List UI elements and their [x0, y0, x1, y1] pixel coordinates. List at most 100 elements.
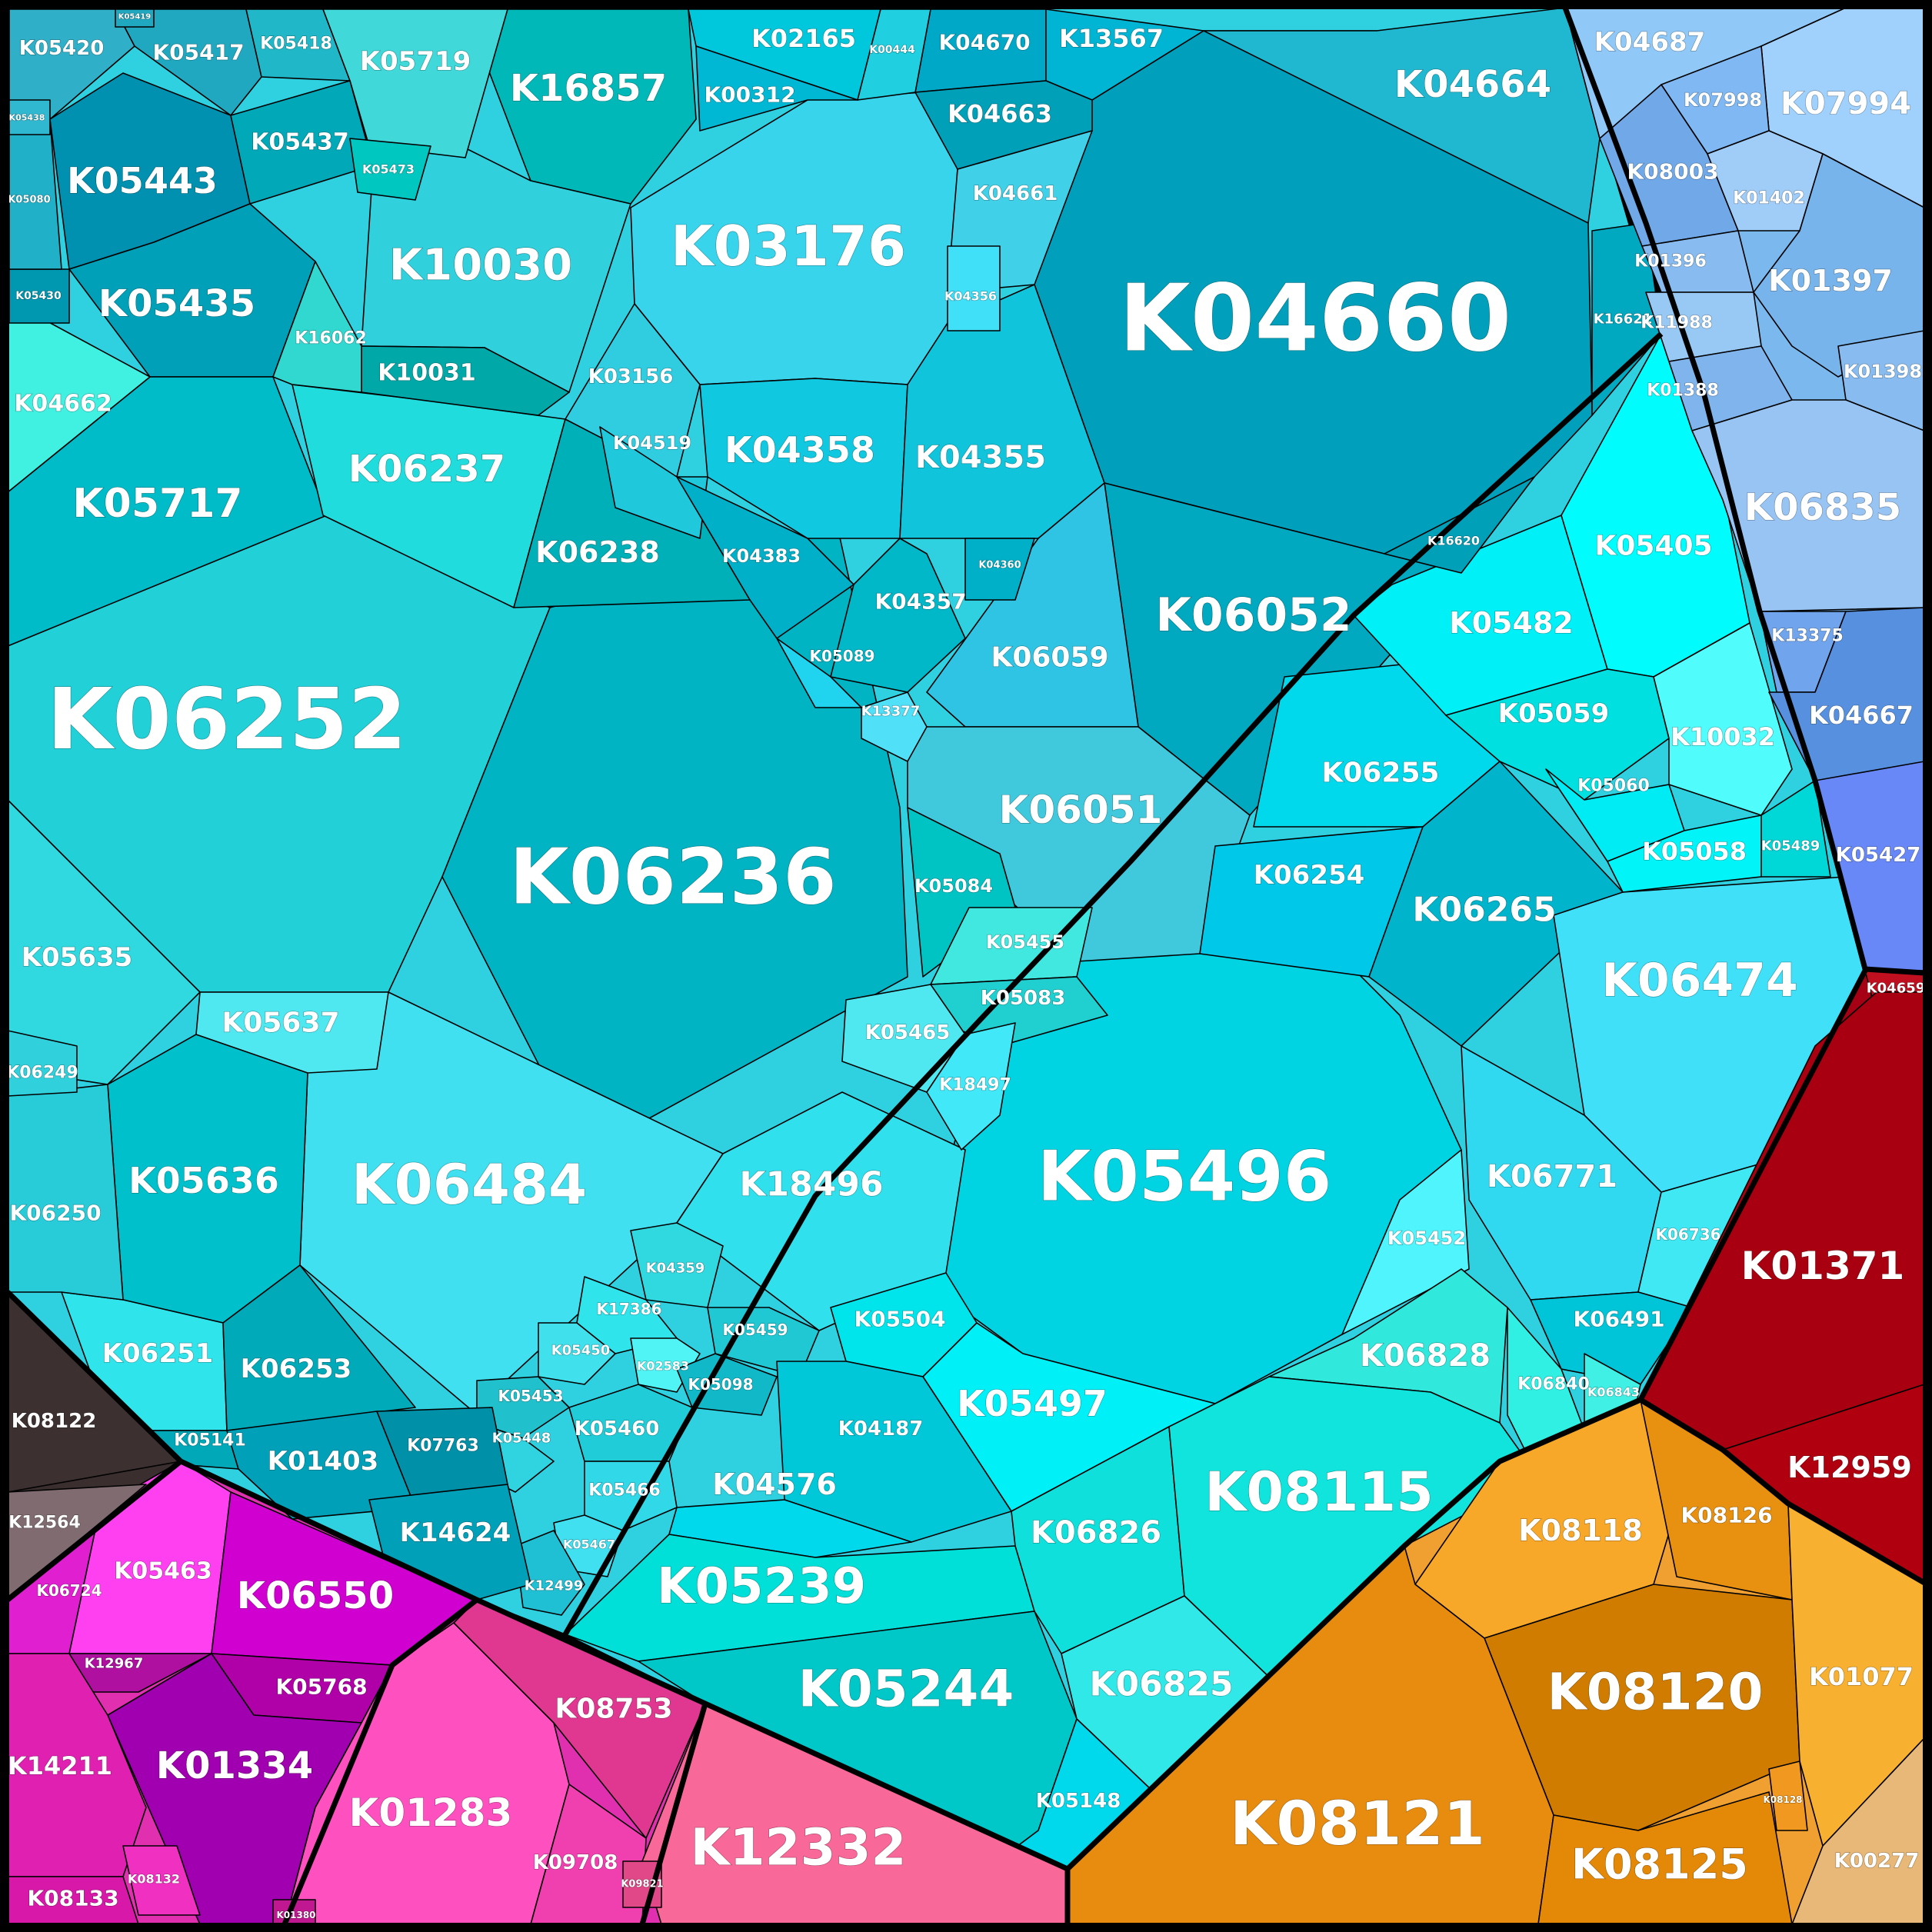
cell-label-k05455: K05455 [986, 931, 1064, 953]
cell-label-k05473: K05473 [362, 162, 415, 177]
cell-label-k08126: K08126 [1681, 1503, 1772, 1528]
cell-label-k05448: K05448 [492, 1431, 551, 1447]
cell-k06250 [7, 1084, 124, 1301]
cell-label-k18496: K18496 [739, 1165, 883, 1204]
cell-label-k05450: K05450 [551, 1343, 611, 1359]
cell-label-k05465: K05465 [865, 1021, 951, 1044]
cell-label-k12959: K12959 [1787, 1451, 1912, 1484]
cell-label-k04659: K04659 [1867, 981, 1926, 997]
cell-label-k05148: K05148 [1036, 1790, 1121, 1813]
cell-label-k04663: K04663 [948, 99, 1052, 128]
cell-k06253 [222, 1264, 416, 1431]
cell-k05459 [707, 1307, 820, 1377]
cell-label-k05443: K05443 [67, 160, 218, 202]
cell-label-k03156: K03156 [588, 365, 674, 388]
border-red-orange [1639, 1397, 1926, 1586]
cell-label-k04667: K04667 [1809, 701, 1914, 730]
cell-k06265 [1368, 761, 1624, 1047]
cell-label-k06254: K06254 [1254, 860, 1365, 891]
cell-label-k12564: K12564 [8, 1514, 81, 1533]
cells-layer [7, 7, 1925, 1925]
cell-label-k04519: K04519 [613, 432, 691, 454]
cell-label-k04357: K04357 [874, 589, 966, 615]
cell-k12499 [515, 1530, 585, 1616]
cell-label-k05452: K05452 [1387, 1227, 1466, 1249]
cell-label-k04662: K04662 [14, 391, 112, 418]
cell-label-k05083: K05083 [981, 987, 1066, 1010]
cell-label-k01396: K01396 [1634, 252, 1707, 271]
cell-label-k05405: K05405 [1594, 531, 1712, 562]
cell-label-k05636: K05636 [128, 1160, 279, 1201]
cell-k05450 [538, 1322, 616, 1385]
cell-label-k04358: K04358 [724, 429, 875, 471]
cell-label-k08118: K08118 [1518, 1514, 1643, 1547]
cell-k08128 [1768, 1760, 1808, 1831]
cell-label-k05141: K05141 [174, 1431, 246, 1451]
cell-label-k03176: K03176 [671, 214, 906, 278]
cell-label-k04359: K04359 [646, 1261, 705, 1277]
cell-label-k09821: K09821 [621, 1879, 663, 1890]
cell-k05489 [1760, 780, 1831, 878]
cell-label-k04187: K04187 [838, 1417, 924, 1441]
cell-label-k05059: K05059 [1498, 698, 1610, 729]
cell-label-k05482: K05482 [1449, 606, 1574, 640]
cell-label-k06484: K06484 [351, 1152, 587, 1217]
cell-label-k05460: K05460 [575, 1417, 660, 1441]
cell-label-k05098: K05098 [688, 1375, 753, 1394]
cell-label-k06250: K06250 [9, 1201, 101, 1226]
cell-label-k18497: K18497 [939, 1076, 1011, 1095]
cell-label-k12499: K12499 [525, 1578, 584, 1594]
cell-label-k05459: K05459 [722, 1321, 788, 1339]
cell-k00312 [695, 45, 858, 132]
cell-label-k06474: K06474 [1601, 954, 1797, 1008]
cell-label-k16857: K16857 [510, 67, 667, 110]
border-pink [639, 1703, 708, 1925]
cell-label-k05635: K05635 [22, 942, 133, 973]
border-cyan-diagonal [562, 331, 1664, 1636]
cell-label-k04660: K04660 [1119, 266, 1511, 373]
cell-label-k12967: K12967 [85, 1656, 144, 1672]
cell-label-k05089: K05089 [809, 647, 874, 665]
cell-label-k08122: K08122 [12, 1410, 97, 1433]
cell-label-k05419: K05419 [118, 13, 152, 22]
cell-label-k08128: K08128 [1763, 1794, 1802, 1805]
cell-label-k04687: K04687 [1594, 27, 1706, 58]
cell-label-k06771: K06771 [1487, 1159, 1617, 1194]
cell-label-k09708: K09708 [533, 1851, 618, 1874]
cell-label-k06051: K06051 [999, 788, 1163, 832]
cell-label-k05437: K05437 [251, 129, 349, 156]
cell-label-k06826: K06826 [1031, 1515, 1161, 1551]
cell-k01403 [226, 1411, 416, 1520]
cell-label-k08115: K08115 [1204, 1461, 1434, 1524]
cell-label-k04576: K04576 [712, 1467, 837, 1501]
cell-label-k06249: K06249 [6, 1064, 78, 1083]
cell-label-k17386: K17386 [596, 1300, 661, 1318]
cell-k16062 [272, 261, 362, 393]
border-magenta-inner [281, 1597, 479, 1926]
cell-k05452 [1341, 1149, 1470, 1335]
cell-label-k14211: K14211 [8, 1751, 112, 1780]
cell-label-k01380: K01380 [276, 1910, 315, 1920]
cell-k04359 [630, 1222, 724, 1308]
cell-label-k08125: K08125 [1571, 1840, 1748, 1889]
cell-label-k05467: K05467 [563, 1537, 615, 1552]
cell-label-k06052: K06052 [1155, 588, 1351, 642]
border-blue [1562, 6, 1925, 976]
cell-label-k05427: K05427 [1836, 844, 1921, 867]
cell-k04663 [914, 80, 1093, 170]
cell-label-k05496: K05496 [1038, 1137, 1332, 1217]
cell-label-k01371: K01371 [1741, 1244, 1905, 1288]
cell-label-k06724: K06724 [36, 1581, 102, 1600]
cell-label-k12332: K12332 [691, 1818, 907, 1877]
cell-label-k11988: K11988 [1641, 314, 1713, 333]
cell-label-k04664: K04664 [1394, 63, 1551, 106]
cell-label-k05497: K05497 [957, 1383, 1108, 1424]
cell-label-k01334: K01334 [156, 1744, 313, 1787]
cell-label-k08120: K08120 [1547, 1663, 1764, 1722]
cell-label-k04670: K04670 [938, 30, 1030, 55]
cell-label-k08132: K08132 [128, 1872, 180, 1887]
cell-k04356 [947, 245, 1001, 331]
cell-label-k05060: K05060 [1577, 777, 1650, 796]
cell-label-k04661: K04661 [973, 182, 1058, 205]
